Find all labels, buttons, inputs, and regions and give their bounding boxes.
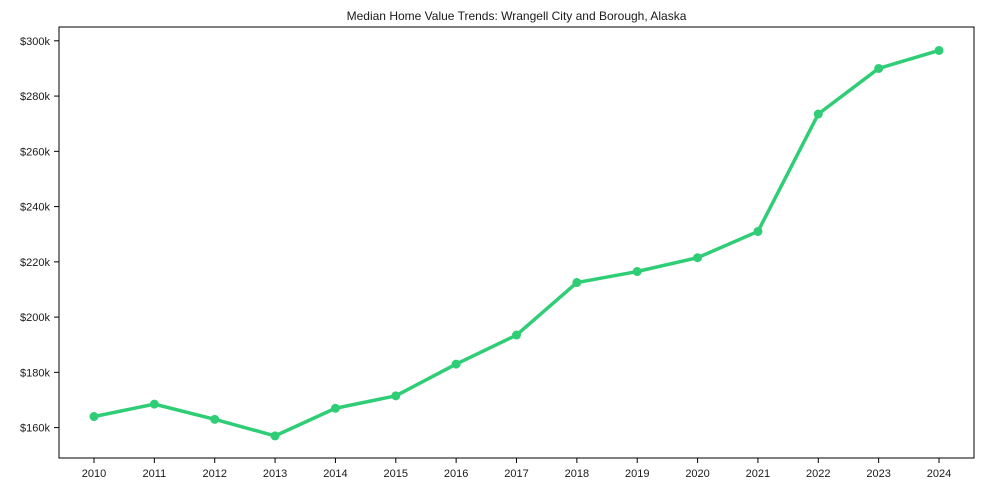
data-point-marker <box>753 226 763 236</box>
y-axis-tick-label: $180k <box>20 367 50 379</box>
data-point-marker <box>813 109 823 119</box>
data-point-marker <box>693 253 703 263</box>
x-axis-tick-label: 2015 <box>384 468 408 480</box>
x-axis-tick-label: 2021 <box>746 468 770 480</box>
y-axis-tick-label: $220k <box>20 257 50 269</box>
plot-frame <box>58 26 975 459</box>
data-point-marker <box>934 45 944 55</box>
y-axis-tick-label: $300k <box>20 36 50 48</box>
data-point-marker <box>270 431 280 441</box>
x-axis-tick-label: 2011 <box>143 468 167 480</box>
x-axis-tick-label: 2016 <box>444 468 468 480</box>
data-point-marker <box>89 412 99 422</box>
x-axis-tick-label: 2019 <box>625 468 649 480</box>
data-point-marker <box>391 391 401 401</box>
y-axis-tick-label: $160k <box>20 423 50 435</box>
x-axis-tick-label: 2018 <box>565 468 589 480</box>
x-axis-tick-label: 2012 <box>202 468 226 480</box>
data-point-marker <box>149 399 159 409</box>
x-axis-tick-label: 2020 <box>685 468 709 480</box>
data-point-marker <box>874 63 884 73</box>
y-axis-tick-label: $280k <box>20 91 50 103</box>
x-axis-tick-label: 2022 <box>806 468 830 480</box>
data-point-marker <box>512 330 521 340</box>
x-axis-tick-label: 2013 <box>263 468 287 480</box>
y-axis-tick-label: $200k <box>20 312 50 324</box>
data-point-marker <box>632 267 642 277</box>
data-point-marker <box>210 414 220 424</box>
data-point-marker <box>572 278 582 288</box>
trend-line <box>92 48 941 438</box>
chart-title: Median Home Value Trends: Wrangell City … <box>346 9 687 23</box>
x-axis-tick-label: 2017 <box>504 468 528 480</box>
x-axis-tick-label: 2014 <box>323 468 347 480</box>
y-axis-tick-label: $260k <box>20 146 50 158</box>
y-axis-tick-label: $240k <box>20 202 50 214</box>
x-axis-tick-label: 2024 <box>927 468 951 480</box>
x-axis-tick-label: 2023 <box>866 468 890 480</box>
data-point-marker <box>451 359 461 369</box>
data-point-marker <box>330 403 340 413</box>
x-axis-tick-label: 2010 <box>82 468 106 480</box>
